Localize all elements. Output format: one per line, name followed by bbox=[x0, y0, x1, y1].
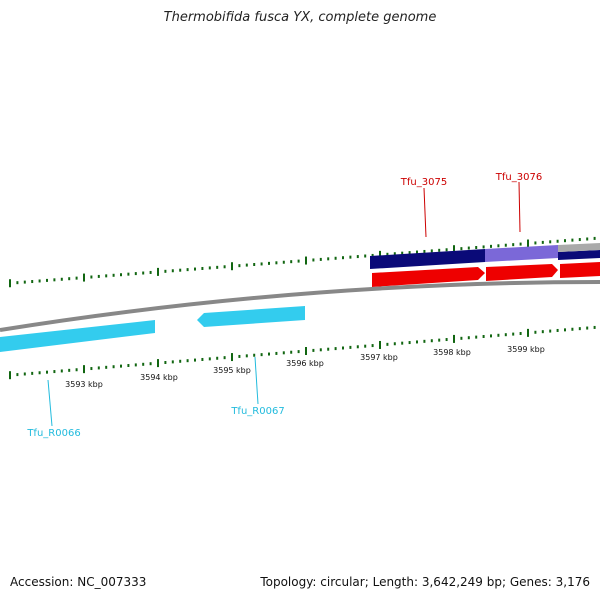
leader-tfu-3076 bbox=[518, 181, 521, 233]
length-value: 3,642,249 bp bbox=[421, 575, 502, 589]
ruler-label: 3595 kbp bbox=[213, 366, 251, 375]
label-tfu-3076[interactable]: Tfu_3076 bbox=[495, 172, 542, 183]
label-leaders bbox=[47, 181, 521, 427]
rna-reverse-track bbox=[0, 306, 305, 352]
genes-label: Genes: bbox=[509, 575, 552, 589]
ruler-label: 3593 kbp bbox=[65, 380, 103, 389]
label-tfu-3075[interactable]: Tfu_3075 bbox=[400, 177, 447, 188]
gene-arrow-tfu-3076[interactable] bbox=[486, 264, 558, 281]
genes-value: 3,176 bbox=[555, 575, 590, 589]
gene-arrow-tfu-3075[interactable] bbox=[372, 267, 485, 287]
track-band-dark bbox=[370, 249, 485, 269]
track-band-gray bbox=[558, 243, 600, 252]
genome-stats: Topology: circular; Length: 3,642,249 bp… bbox=[260, 575, 590, 589]
track-band-light bbox=[485, 245, 558, 262]
track-band-dark-right bbox=[558, 250, 600, 260]
ruler-label: 3598 kbp bbox=[433, 348, 471, 357]
ruler-label: 3594 kbp bbox=[140, 373, 178, 382]
rna-arrow-tfu-r0067[interactable] bbox=[197, 306, 305, 327]
length-label: Length: bbox=[372, 575, 419, 589]
feature-track-upper bbox=[370, 243, 600, 269]
ruler-label: 3599 kbp bbox=[507, 345, 545, 354]
cds-forward-track bbox=[372, 262, 600, 287]
genome-title: Thermobifida fusca YX, complete genome bbox=[163, 10, 437, 25]
accession-info: Accession: NC_007333 bbox=[10, 575, 146, 589]
topology-label: Topology: bbox=[260, 575, 317, 589]
accession-label: Accession: bbox=[10, 575, 74, 589]
label-tfu-r0066[interactable]: Tfu_R0066 bbox=[26, 428, 80, 439]
leader-tfu-3075 bbox=[423, 187, 427, 238]
rna-arrow-tfu-r0066[interactable] bbox=[0, 320, 155, 352]
ruler-labels: 3593 kbp 3594 kbp 3595 kbp 3596 kbp 3597… bbox=[65, 345, 545, 389]
topology-value: circular bbox=[320, 575, 365, 589]
leader-tfu-r0066 bbox=[47, 379, 53, 427]
ruler-label: 3597 kbp bbox=[360, 353, 398, 362]
accession-value: NC_007333 bbox=[77, 575, 147, 589]
inner-tick-track bbox=[9, 325, 596, 380]
gene-arrow-next[interactable] bbox=[560, 262, 600, 278]
ruler-label: 3596 kbp bbox=[286, 359, 324, 368]
genome-backbone bbox=[0, 280, 600, 332]
label-tfu-r0067[interactable]: Tfu_R0067 bbox=[230, 406, 284, 417]
outer-tick-track bbox=[9, 236, 596, 288]
leader-tfu-r0067 bbox=[254, 356, 259, 405]
